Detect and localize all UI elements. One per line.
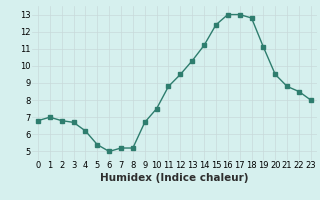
X-axis label: Humidex (Indice chaleur): Humidex (Indice chaleur): [100, 173, 249, 183]
